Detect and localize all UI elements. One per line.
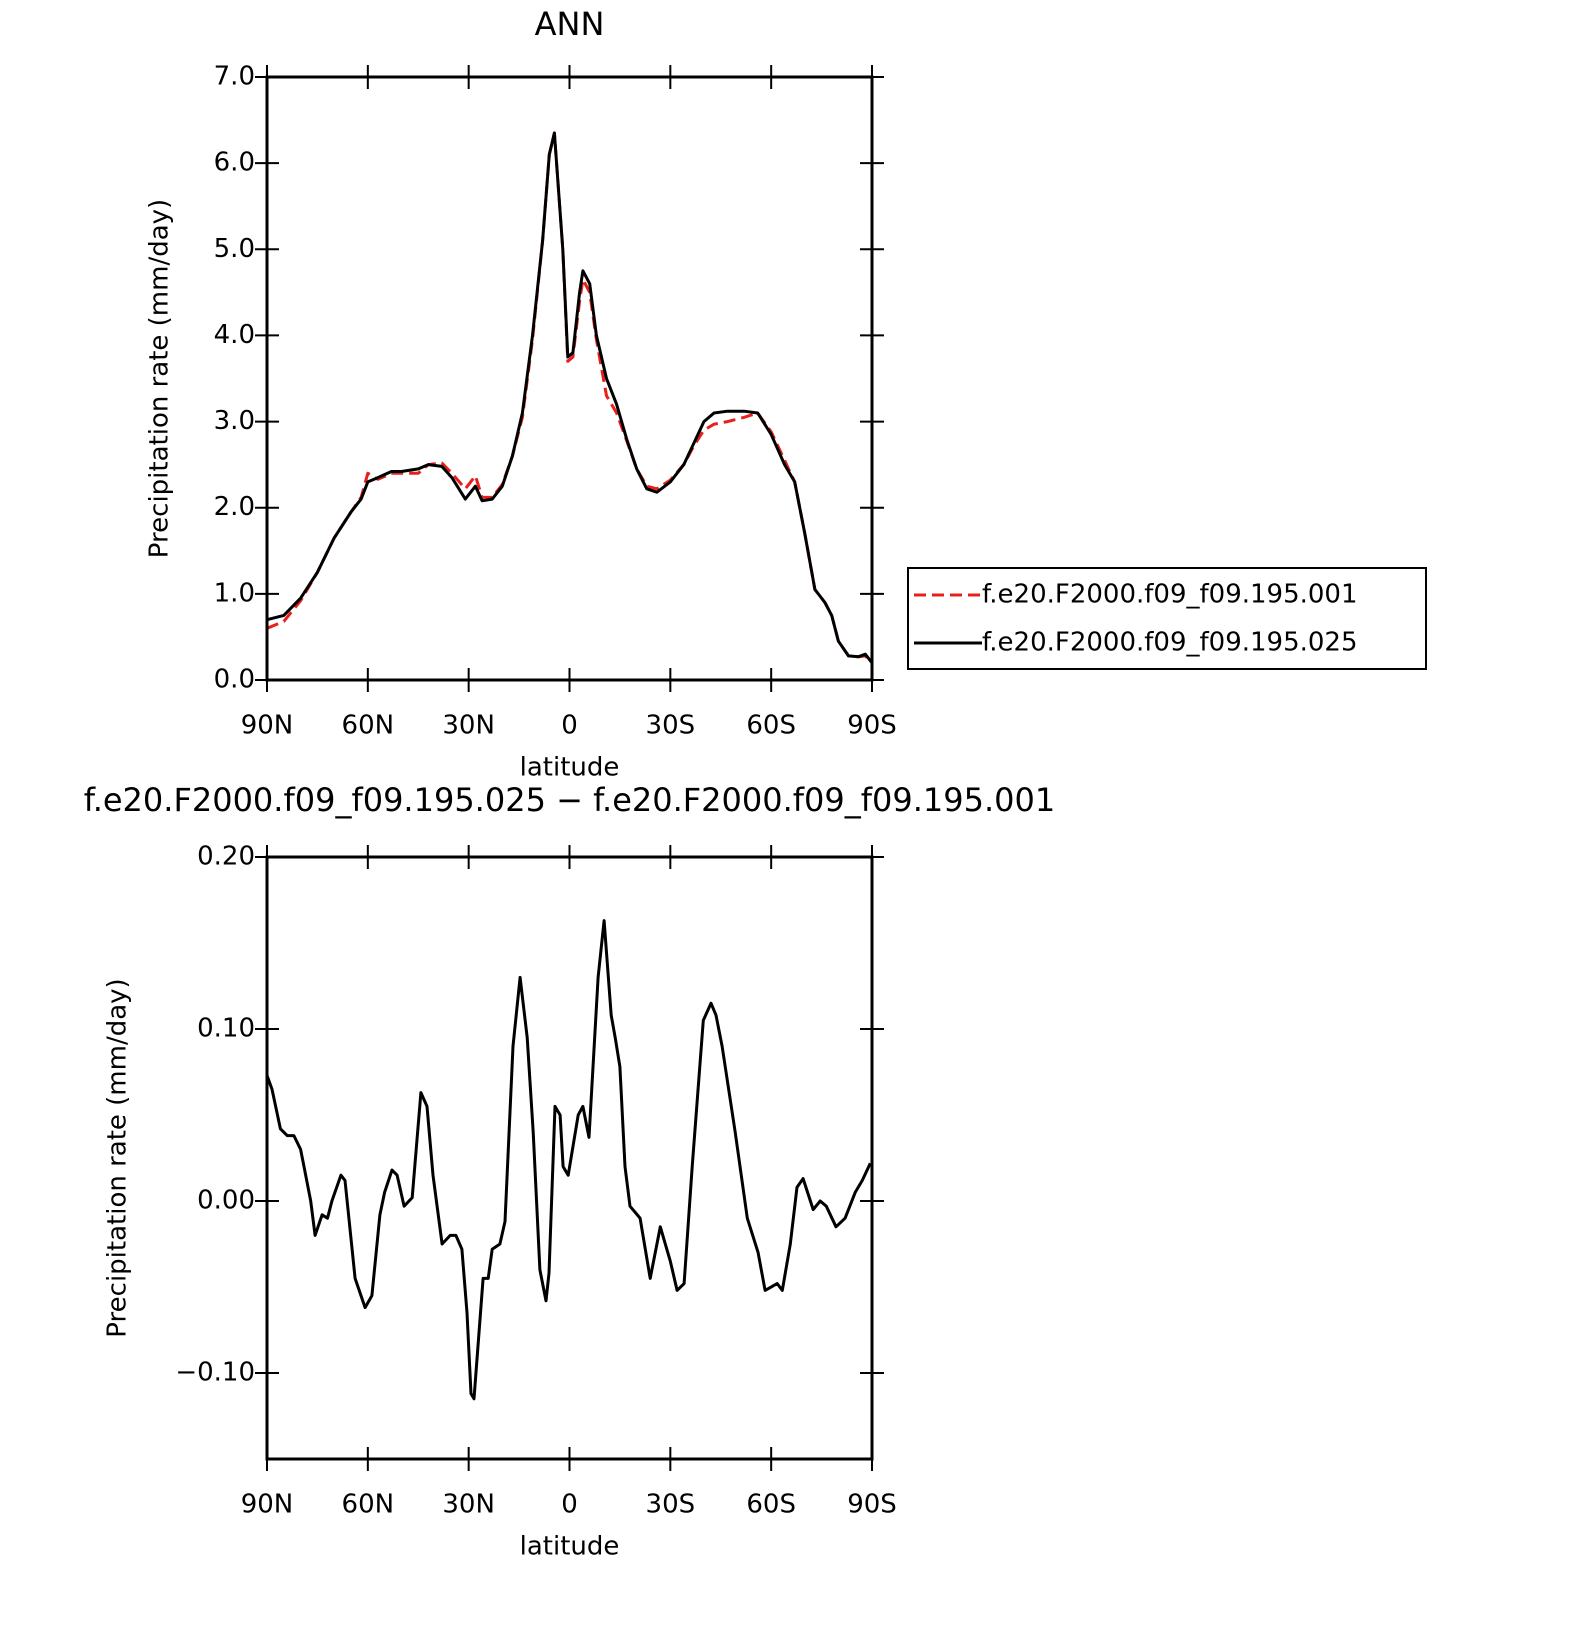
y-tick-label: 0.00 [197, 1186, 255, 1216]
x-tick-label: 60S [746, 1490, 796, 1520]
x-tick-label: 0 [561, 711, 578, 741]
y-axis-label: Precipitation rate (mm/day) [103, 978, 133, 1337]
data-line [266, 131, 874, 664]
data-line [265, 919, 872, 1401]
y-tick-label: 3.0 [214, 406, 255, 436]
x-tick-label: 60N [342, 1490, 395, 1520]
y-tick-label: 0.0 [214, 665, 255, 695]
x-axis-label: latitude [520, 753, 620, 783]
x-tick-label: 90N [241, 1490, 294, 1520]
y-tick-label: 7.0 [214, 62, 255, 92]
plot-frame [265, 855, 874, 1461]
legend-label: f.e20.F2000.f09_f09.195.001 [982, 580, 1358, 610]
x-tick-label: 30N [442, 711, 495, 741]
y-tick-label: 0.10 [197, 1014, 255, 1044]
y-tick-label: 2.0 [214, 492, 255, 522]
y-tick-label: 4.0 [214, 320, 255, 350]
x-tick-label: 30N [442, 1490, 495, 1520]
x-tick-label: 30S [646, 1490, 696, 1520]
x-tick-label: 90S [847, 711, 897, 741]
chart-title: f.e20.F2000.f09_f09.195.025 − f.e20.F200… [84, 781, 1056, 819]
y-tick-label: 1.0 [214, 578, 255, 608]
x-tick-label: 30S [646, 711, 696, 741]
x-tick-label: 60S [746, 711, 796, 741]
x-tick-label: 90N [241, 711, 294, 741]
y-axis-label: Precipitation rate (mm/day) [145, 199, 175, 558]
x-axis-label: latitude [520, 1532, 620, 1562]
y-tick-label: −0.10 [175, 1358, 255, 1388]
legend-box [907, 567, 1427, 670]
plot-frame [265, 75, 874, 682]
legend-label: f.e20.F2000.f09_f09.195.025 [982, 628, 1358, 658]
y-tick-label: 0.20 [197, 842, 255, 872]
data-line [266, 131, 874, 664]
y-tick-label: 5.0 [214, 234, 255, 264]
y-tick-label: 6.0 [214, 148, 255, 178]
x-tick-label: 0 [561, 1490, 578, 1520]
x-tick-label: 60N [342, 711, 395, 741]
chart-title: ANN [535, 5, 605, 43]
x-tick-label: 90S [847, 1490, 897, 1520]
